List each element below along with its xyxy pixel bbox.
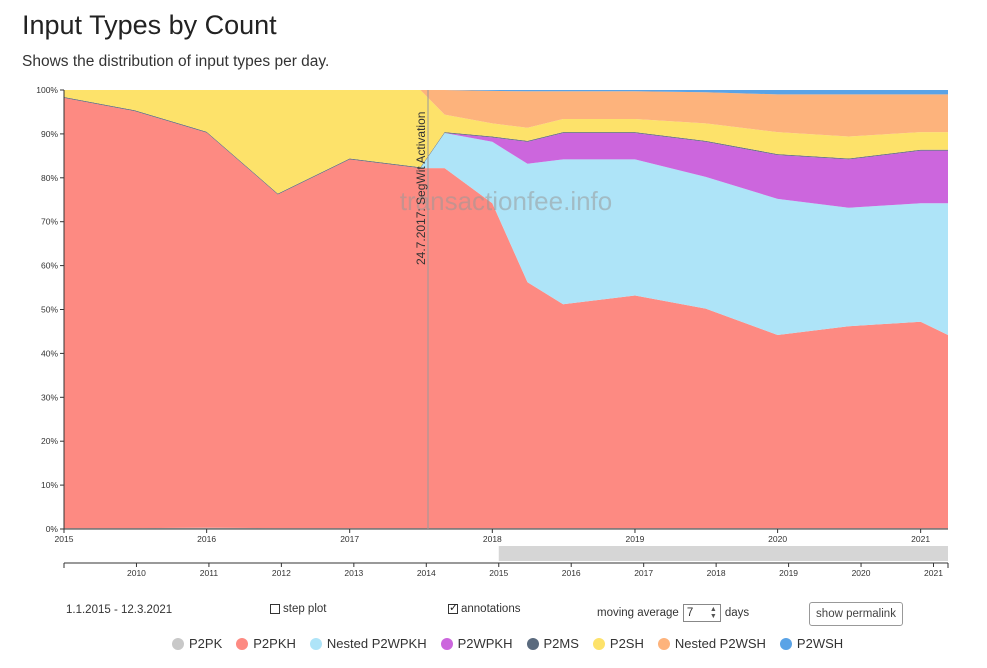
- navigator-tick-label: 2012: [272, 568, 291, 578]
- step-plot-label: step plot: [283, 603, 327, 615]
- legend-label: Nested P2WPKH: [326, 636, 427, 651]
- legend-item-p2wsh[interactable]: P2WSH: [779, 636, 844, 651]
- stacked-areas: [64, 90, 948, 529]
- navigator-tick-label: 2013: [344, 568, 363, 578]
- x-tick-label: 2017: [340, 534, 359, 544]
- y-tick-label: 90%: [41, 129, 58, 139]
- legend-dot-icon: [440, 637, 453, 650]
- page-title: Input Types by Count: [22, 10, 277, 40]
- navigator-tick-label: 2011: [200, 568, 219, 578]
- navigator-tick-label: 2015: [489, 568, 508, 578]
- moving-average-label: moving average: [597, 607, 679, 619]
- segwit-annotation-label: 24.7.2017: SegWit Activation: [414, 112, 428, 265]
- moving-average-unit: days: [724, 607, 750, 619]
- date-navigator[interactable]: 2010 2011 2012 2013 2014 2015 2016 2017 2018 2019…: [63, 546, 949, 578]
- legend-label: P2PK: [189, 636, 223, 651]
- date-range-text: 1.1.2015 - 12.3.2021: [66, 604, 173, 616]
- legend-dot-icon: [172, 637, 184, 650]
- chart-legend: P2PK P2PKH Nested P2WPKH P2WPKH P2MS P2SH Nest…: [172, 636, 843, 651]
- moving-average-input[interactable]: 7 ▲ ▼: [682, 604, 721, 622]
- legend-dot-icon: [657, 637, 670, 650]
- legend-label: P2PKH: [253, 636, 296, 651]
- x-tick-label: 2021: [911, 534, 930, 544]
- navigator-tick-label: 2017: [634, 568, 653, 578]
- y-tick-label: 20%: [41, 436, 58, 446]
- show-permalink-button[interactable]: show permalink: [809, 602, 903, 626]
- x-tick-label: 2020: [768, 534, 787, 544]
- y-axis: 0% 10% 20% 30% 40% 50% 60% 70% 80% 90% 100%: [36, 85, 65, 534]
- y-tick-label: 30%: [41, 392, 58, 402]
- navigator-tick-label: 2010: [127, 568, 146, 578]
- legend-dot-icon: [779, 637, 792, 650]
- series-area-nested-p2wpkh[interactable]: [64, 97, 948, 336]
- navigator-tick-label: 2020: [852, 568, 871, 578]
- legend-dot-icon: [592, 637, 605, 650]
- series-area-p2wpkh[interactable]: [64, 97, 948, 208]
- y-tick-label: 50%: [41, 305, 58, 315]
- series-area-p2sh[interactable]: [64, 90, 948, 194]
- moving-average-control: moving average 7 ▲ ▼ days: [597, 604, 749, 622]
- legend-label: P2WPKH: [457, 636, 513, 651]
- legend-item-p2ms[interactable]: P2MS: [526, 636, 579, 651]
- x-tick-label: 2019: [626, 534, 645, 544]
- y-tick-label: 80%: [41, 173, 58, 183]
- y-tick-label: 0%: [46, 524, 59, 534]
- legend-item-p2pkh[interactable]: P2PKH: [236, 636, 296, 651]
- y-tick-label: 100%: [36, 85, 58, 95]
- x-tick-label: 2015: [55, 534, 74, 544]
- watermark-text: transactionfee.info: [400, 186, 612, 216]
- annotations-checkbox[interactable]: [448, 601, 458, 614]
- annotations-label: annotations: [461, 603, 521, 615]
- y-tick-label: 60%: [41, 261, 58, 271]
- input-types-chart[interactable]: 0%10%20%30%40%50%60%70%80%90%100% 2015 20…: [0, 0, 987, 600]
- legend-label: P2MS: [543, 636, 579, 651]
- series-area-p2pkh[interactable]: [64, 97, 948, 529]
- legend-label: P2SH: [609, 636, 644, 651]
- navigator-brush[interactable]: [498, 546, 948, 561]
- navigator-tick-label: 2019: [779, 568, 798, 578]
- legend-label: P2WSH: [796, 636, 844, 651]
- legend-dot-icon: [309, 637, 322, 650]
- navigator-tick-label: 2018: [707, 568, 726, 578]
- moving-average-value: 7: [686, 607, 694, 619]
- annotations-toggle[interactable]: annotations: [448, 601, 521, 615]
- legend-item-nested-p2wsh[interactable]: Nested P2WSH: [657, 636, 766, 651]
- legend-item-p2sh[interactable]: P2SH: [592, 636, 644, 651]
- y-tick-label: 10%: [41, 480, 58, 490]
- x-tick-label: 2018: [483, 534, 502, 544]
- step-plot-toggle[interactable]: step plot: [270, 603, 326, 615]
- x-tick-label: 2016: [197, 534, 216, 544]
- navigator-tick-label: 2021: [924, 568, 943, 578]
- navigator-tick-label: 2016: [562, 568, 581, 578]
- legend-item-p2pk[interactable]: P2PK: [172, 636, 222, 651]
- legend-label: Nested P2WSH: [674, 636, 766, 651]
- y-tick-label: 40%: [41, 348, 58, 358]
- series-area-p2wsh[interactable]: [64, 90, 948, 95]
- navigator-tick-label: 2014: [417, 568, 436, 578]
- legend-dot-icon: [236, 637, 249, 650]
- legend-item-p2wpkh[interactable]: P2WPKH: [440, 636, 513, 651]
- page-subtitle: Shows the distribution of input types pe…: [22, 53, 330, 70]
- series-area-nested-p2wsh[interactable]: [64, 90, 948, 137]
- x-axis: 2015 2016 2017 2018 2019 2020 2021: [55, 528, 948, 544]
- legend-item-nested-p2wpkh[interactable]: Nested P2WPKH: [309, 636, 427, 651]
- spinner-icon[interactable]: ▲ ▼: [709, 606, 717, 620]
- y-tick-label: 70%: [41, 217, 58, 227]
- step-plot-checkbox[interactable]: [270, 604, 280, 614]
- legend-dot-icon: [526, 637, 539, 650]
